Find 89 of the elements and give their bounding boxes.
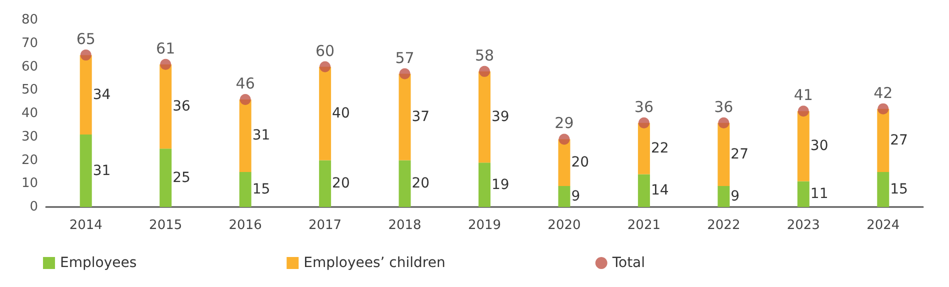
bar: [239, 99, 252, 172]
data-label: 39: [492, 109, 510, 126]
point: [718, 117, 730, 128]
point: [479, 66, 490, 77]
bar: [797, 181, 810, 207]
bar: [718, 122, 730, 186]
x-tick-label: 2014: [69, 218, 102, 233]
point: [320, 61, 331, 72]
y-tick-label: 30: [21, 129, 38, 144]
point: [240, 94, 251, 105]
bar: [398, 74, 411, 160]
y-tick-label: 60: [21, 59, 38, 74]
data-label: 19: [492, 176, 510, 193]
data-label: 27: [890, 132, 908, 148]
data-label: 37: [412, 109, 430, 126]
data-label: 30: [810, 138, 828, 154]
x-tick-label: 2024: [866, 218, 900, 233]
legend-label: Employees: [60, 255, 137, 271]
data-label: 20: [571, 154, 590, 171]
bar: [160, 148, 172, 207]
y-tick-label: 10: [21, 176, 38, 192]
data-label: 15: [890, 181, 908, 198]
point: [80, 50, 92, 61]
data-label: 29: [554, 114, 574, 132]
data-label: 15: [252, 181, 270, 198]
bar: [558, 186, 570, 207]
x-tick-label: 2023: [786, 218, 820, 233]
data-label: 9: [571, 188, 580, 204]
data-label: 65: [76, 30, 96, 48]
data-label: 40: [332, 106, 350, 122]
x-tick-label: 2017: [308, 218, 342, 233]
x-tick-label: 2020: [548, 218, 581, 233]
data-label: 31: [92, 162, 111, 179]
data-label: 42: [874, 84, 893, 102]
bar: [638, 174, 650, 207]
data-label: 20: [332, 176, 350, 192]
data-label: 58: [474, 46, 494, 64]
bar: [319, 66, 332, 160]
point: [878, 103, 889, 114]
data-label: 34: [92, 86, 111, 103]
data-label: 57: [395, 48, 414, 67]
data-label: 36: [714, 98, 734, 116]
x-tick-label: 2022: [707, 218, 740, 233]
x-tick-label: 2016: [228, 218, 262, 233]
data-label: 14: [650, 182, 669, 199]
bar: [558, 139, 570, 186]
data-label: 41: [794, 86, 813, 104]
data-label: 27: [730, 146, 749, 162]
data-label: 11: [810, 186, 828, 202]
data-label: 46: [236, 74, 255, 92]
data-label: 60: [316, 42, 335, 60]
data-label: 25: [172, 170, 190, 186]
bar: [478, 162, 490, 207]
bar: [239, 172, 252, 207]
y-tick-label: 70: [21, 36, 38, 51]
point: [638, 117, 650, 128]
y-tick-label: 40: [21, 106, 38, 121]
point: [798, 106, 809, 117]
bar: [398, 160, 411, 207]
bar: [80, 134, 92, 207]
bar: [638, 122, 650, 174]
x-tick-label: 2015: [149, 218, 182, 233]
data-label: 36: [634, 98, 654, 116]
bar: [797, 111, 810, 182]
point: [160, 58, 172, 70]
bar: [877, 108, 890, 172]
bar: [160, 64, 172, 149]
legend-label: Employees’ children: [304, 255, 446, 271]
bar: [877, 172, 890, 207]
x-tick-label: 2018: [388, 218, 422, 233]
data-label: 31: [252, 128, 270, 144]
legend-label: Total: [611, 255, 646, 271]
y-tick-label: 50: [21, 82, 38, 98]
bar: [319, 160, 332, 207]
point: [558, 134, 570, 145]
bar: [80, 55, 92, 135]
y-tick-label: 20: [21, 152, 38, 168]
x-tick-label: 2019: [468, 218, 502, 233]
x-tick-label: 2021: [627, 218, 660, 233]
bar: [718, 186, 730, 207]
data-label: 22: [650, 140, 669, 157]
y-tick-label: 80: [21, 12, 38, 28]
y-tick-label: 0: [30, 200, 38, 214]
data-label: 61: [156, 39, 176, 58]
bar: [478, 71, 490, 163]
data-label: 20: [412, 176, 430, 192]
data-label: 9: [730, 188, 740, 204]
data-label: 36: [172, 98, 190, 114]
point: [399, 68, 410, 80]
